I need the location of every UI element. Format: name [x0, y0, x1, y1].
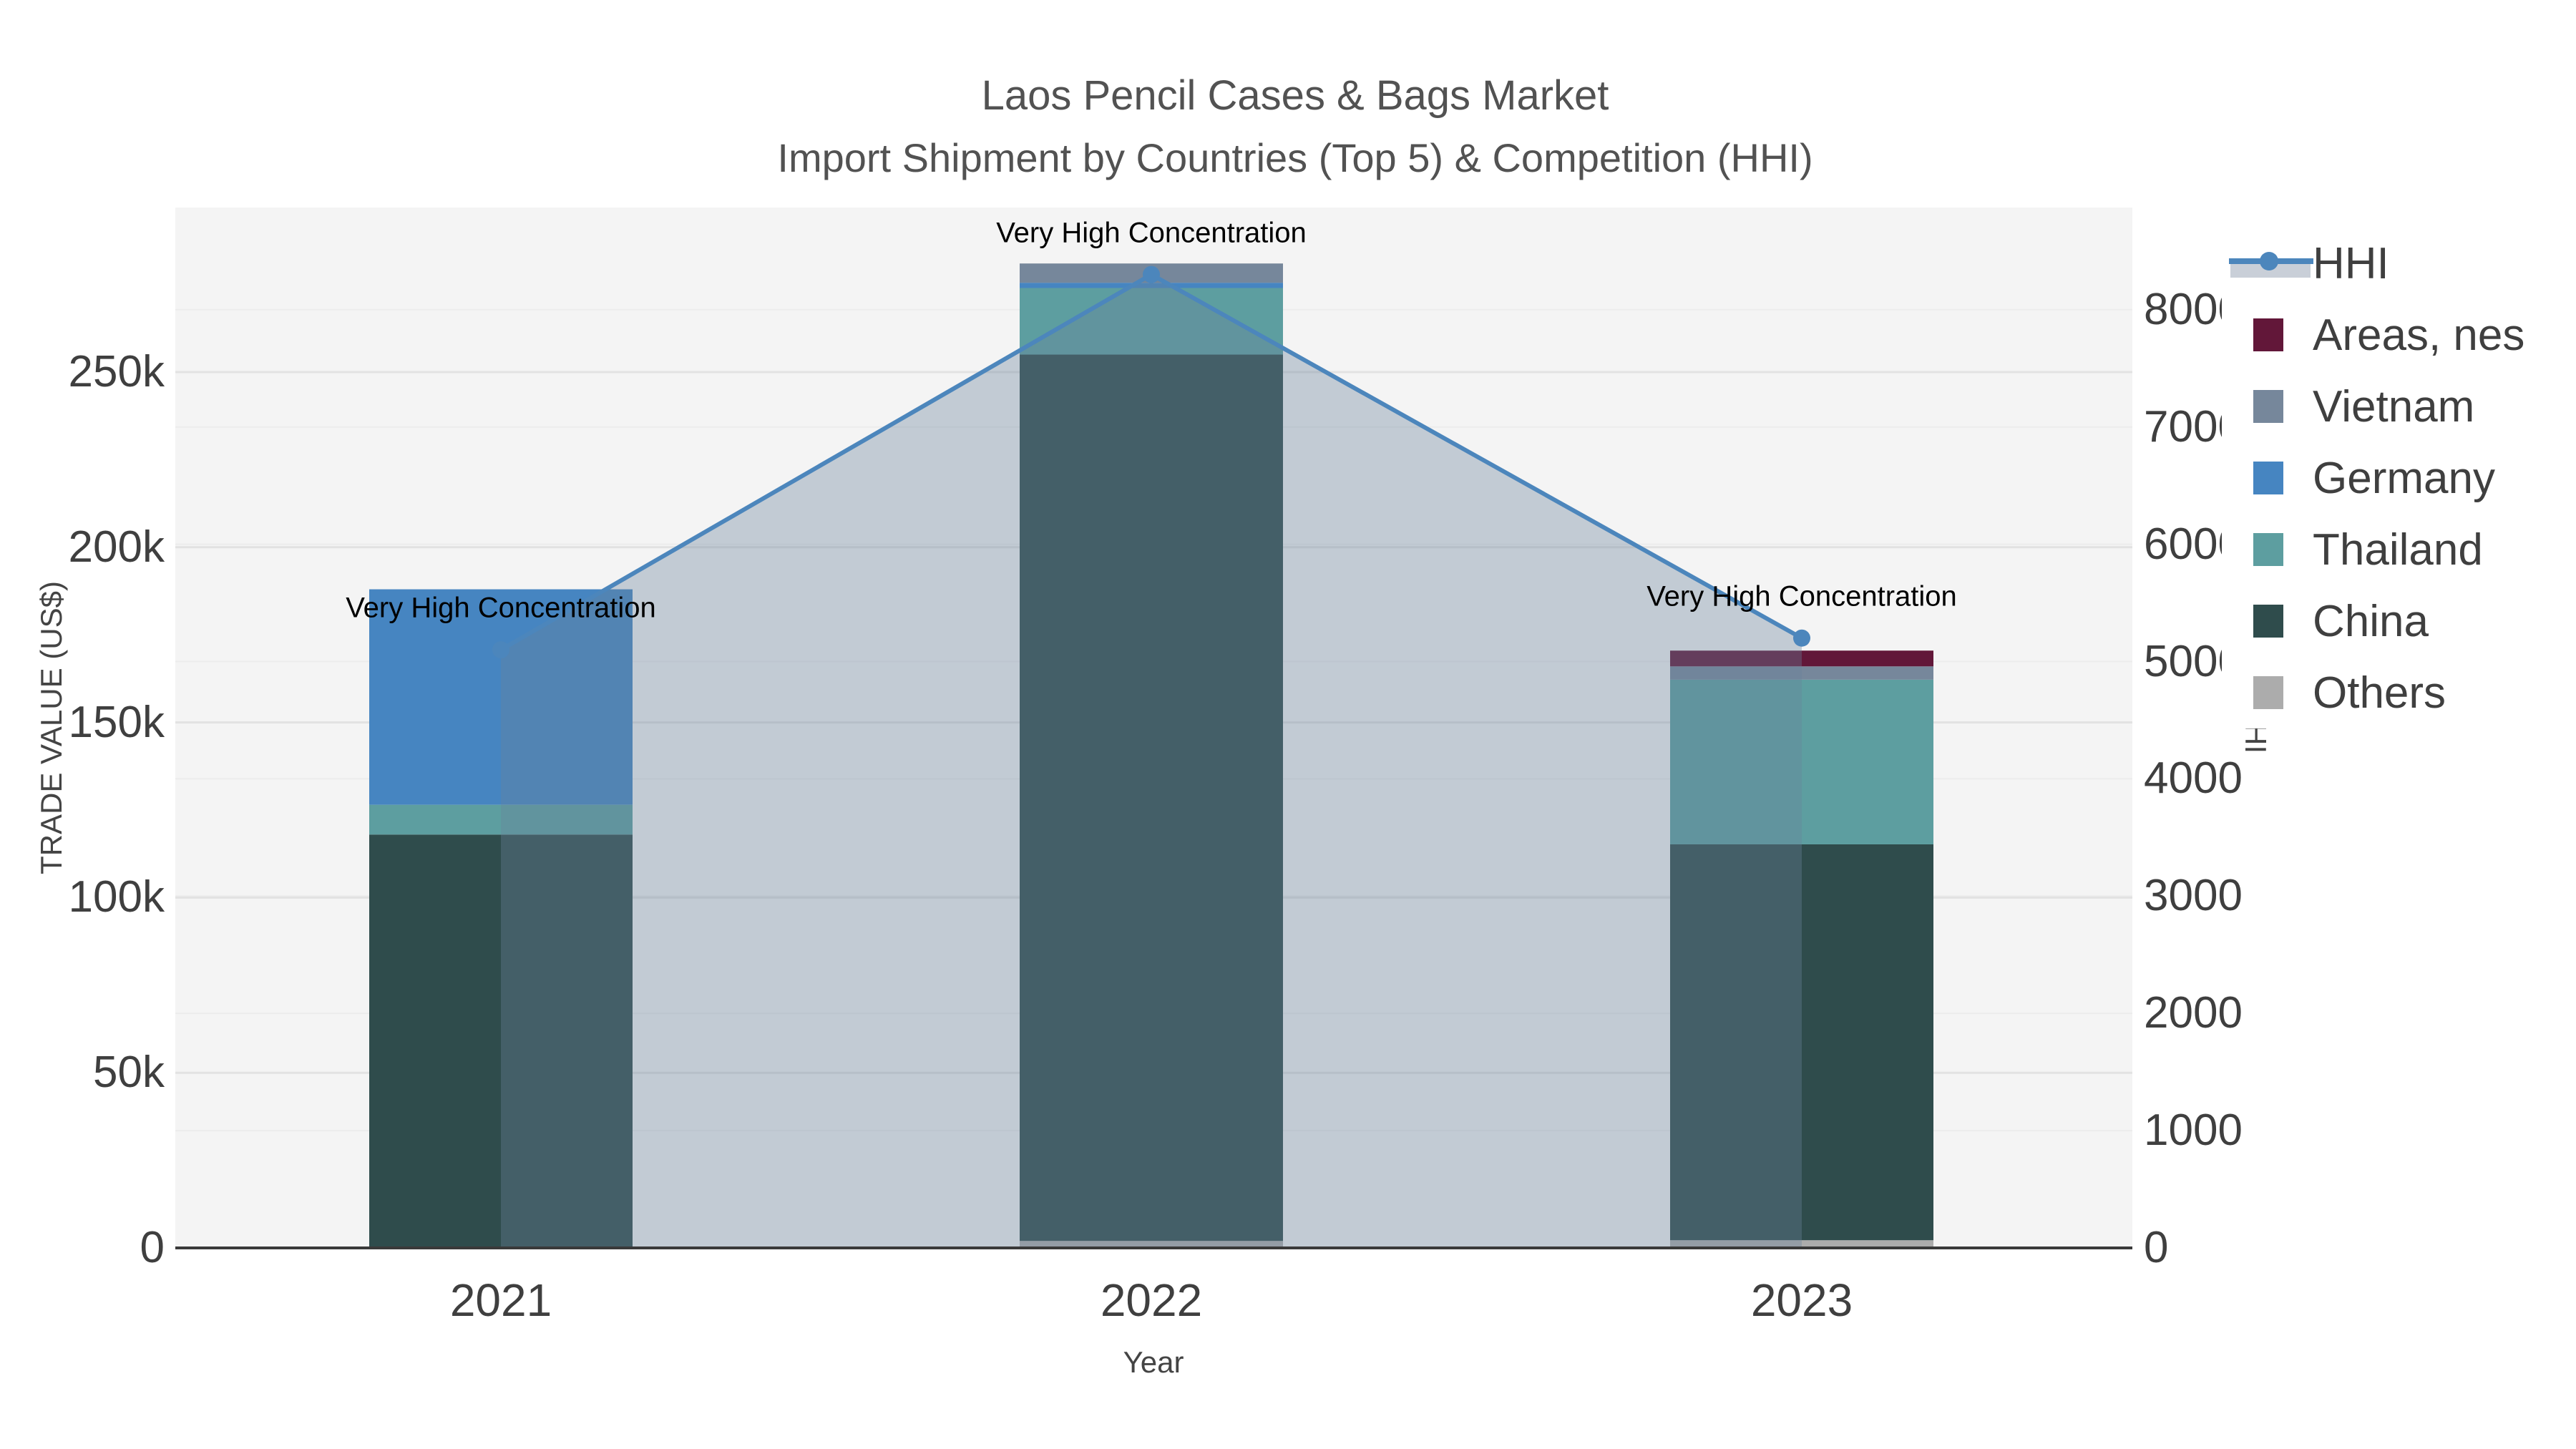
y-left-tick-150k: 150k: [68, 697, 165, 747]
y-right-tick-2000: 2000: [2144, 988, 2243, 1038]
chart-title: Laos Pencil Cases & Bags Market: [981, 72, 1609, 119]
legend-item-areas-nes[interactable]: Areas, nes: [2222, 299, 2576, 371]
y-left-tick-0: 0: [140, 1223, 165, 1272]
hhi-area-fill: [501, 274, 1802, 1248]
y-right-tick-4000: 4000: [2144, 753, 2243, 804]
annotation-very-high-concentration-2021: Very High Concentration: [346, 592, 656, 624]
bar-2023-thailand: [1670, 679, 1933, 844]
legend-label-areas-nes: Areas, nes: [2313, 310, 2525, 360]
x-tick-2023: 2023: [1750, 1274, 1853, 1326]
legend-item-hhi[interactable]: HHI: [2222, 228, 2576, 299]
annotation-very-high-concentration-2023: Very High Concentration: [1646, 580, 1957, 613]
legend-label-thailand: Thailand: [2313, 525, 2483, 575]
chart-subtitle: Import Shipment by Countries (Top 5) & C…: [777, 135, 1813, 180]
y-axis-left-title: TRADE VALUE (US$): [34, 581, 68, 874]
legend: HHI Areas, nes Vietnam Germany Thailand China…: [2222, 228, 2576, 728]
legend-item-china[interactable]: China: [2222, 585, 2576, 657]
annotation-very-high-concentration-2022: Very High Concentration: [996, 217, 1307, 249]
legend-item-germany[interactable]: Germany: [2222, 442, 2576, 514]
legend-label-vietnam: Vietnam: [2313, 381, 2475, 431]
legend-label-hhi: HHI: [2313, 238, 2389, 288]
y-right-tick-1000: 1000: [2144, 1106, 2243, 1156]
legend-item-thailand[interactable]: Thailand: [2222, 514, 2576, 585]
hhi-marker-2023: [1793, 629, 1810, 647]
legend-item-vietnam[interactable]: Vietnam: [2222, 371, 2576, 442]
bar-2022-germany: [1020, 283, 1283, 288]
bar-2023-others: [1670, 1240, 1933, 1248]
hhi-line-symbol: [2229, 252, 2313, 278]
legend-swatch-others: [2253, 676, 2283, 709]
legend-label-germany: Germany: [2313, 453, 2495, 503]
bar-2023-china: [1670, 844, 1933, 1241]
bar-2021-germany: [369, 589, 633, 805]
bar-2021-china: [369, 834, 633, 1248]
bar-2023-vietnam: [1670, 666, 1933, 680]
legend-swatch-areas-nes: [2253, 318, 2283, 351]
hhi-marker-2022: [1143, 265, 1160, 283]
bar-2023-areas-nes: [1670, 650, 1933, 667]
y-right-tick-0: 0: [2144, 1223, 2169, 1272]
bar-2022-others: [1020, 1241, 1283, 1248]
legend-swatch-germany: [2253, 462, 2283, 494]
legend-label-china: China: [2313, 596, 2429, 646]
bar-2022-china: [1020, 354, 1283, 1241]
legend-swatch-thailand: [2253, 533, 2283, 566]
y-left-tick-50k: 50k: [93, 1048, 165, 1098]
bar-2021-thailand: [369, 804, 633, 835]
legend-swatch-china: [2253, 605, 2283, 638]
y-left-tick-100k: 100k: [68, 872, 165, 922]
legend-label-others: Others: [2313, 668, 2446, 718]
y-left-tick-250k: 250k: [68, 347, 165, 396]
legend-item-others[interactable]: Others: [2222, 657, 2576, 728]
x-tick-2022: 2022: [1100, 1274, 1203, 1326]
y-right-tick-3000: 3000: [2144, 871, 2243, 921]
x-tick-2021: 2021: [449, 1274, 552, 1326]
x-axis-title: Year: [1123, 1345, 1184, 1379]
y-left-tick-200k: 200k: [68, 522, 165, 572]
hhi-marker-2021: [492, 641, 509, 659]
legend-swatch-vietnam: [2253, 390, 2283, 423]
